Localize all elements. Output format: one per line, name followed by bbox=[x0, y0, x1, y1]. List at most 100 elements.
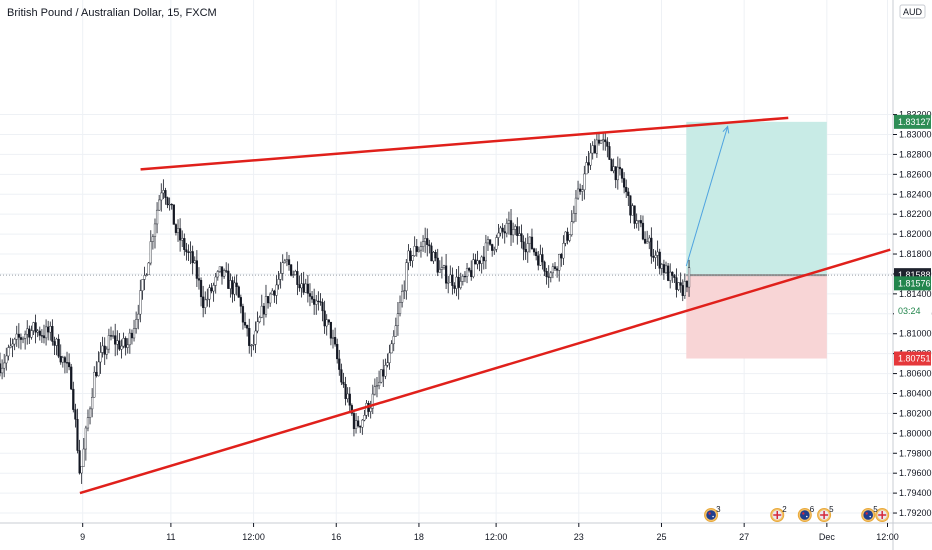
candle-body bbox=[658, 251, 661, 269]
candle-body bbox=[304, 283, 307, 293]
candle-body bbox=[371, 393, 374, 409]
candle-body bbox=[660, 264, 663, 269]
candle-body bbox=[233, 282, 236, 295]
candle-body bbox=[524, 248, 527, 253]
candle-body bbox=[290, 264, 293, 276]
candle-body bbox=[302, 283, 305, 293]
candle-body bbox=[623, 178, 626, 188]
candle-body bbox=[499, 227, 502, 234]
candle-body bbox=[614, 166, 617, 181]
candle-body bbox=[424, 238, 427, 242]
event-marker[interactable]: 3 bbox=[704, 505, 722, 522]
candle-body bbox=[620, 168, 624, 179]
candle-body bbox=[252, 344, 255, 346]
profit-zone[interactable] bbox=[686, 121, 827, 276]
candle-body bbox=[589, 152, 592, 166]
candle-body bbox=[501, 227, 504, 232]
candle-body bbox=[153, 223, 157, 237]
candle-body bbox=[673, 275, 676, 278]
economic-events[interactable]: 3 2 6 5 5 bbox=[704, 505, 890, 522]
candle-body bbox=[602, 139, 605, 141]
candle-body bbox=[220, 266, 224, 277]
candle-body bbox=[509, 220, 513, 236]
candle-body bbox=[32, 322, 35, 331]
candle-body bbox=[419, 246, 423, 251]
candle-body bbox=[373, 386, 376, 395]
event-marker[interactable]: 6 bbox=[797, 505, 815, 522]
candle-body bbox=[553, 266, 557, 269]
event-count: 6 bbox=[810, 505, 815, 514]
candle-body bbox=[179, 228, 182, 241]
candle-body bbox=[671, 271, 674, 276]
countdown-badge: 03:24 bbox=[894, 303, 931, 318]
candle-body bbox=[283, 260, 286, 263]
x-tick-label: 12:00 bbox=[876, 532, 899, 542]
candle-body bbox=[428, 244, 431, 247]
candle-body bbox=[388, 352, 391, 363]
candle-body bbox=[627, 191, 630, 196]
time-axis[interactable] bbox=[0, 523, 932, 550]
candle-body bbox=[591, 145, 594, 154]
candle-body bbox=[72, 388, 75, 410]
candle-body bbox=[484, 242, 487, 262]
candle-body bbox=[36, 330, 39, 333]
y-tick-label: 1.79800 bbox=[899, 448, 932, 458]
candle-body bbox=[197, 278, 201, 281]
y-tick-label: 1.80400 bbox=[899, 388, 932, 398]
candle-body bbox=[0, 363, 2, 374]
candle-body bbox=[99, 352, 102, 363]
candle-body bbox=[669, 271, 672, 281]
target-arrow[interactable] bbox=[685, 126, 729, 267]
candle-body bbox=[599, 140, 603, 144]
candle-body bbox=[629, 195, 632, 216]
target-arrow-head bbox=[722, 125, 730, 134]
target-price-badge: 1.83127 bbox=[894, 114, 931, 129]
flag-union bbox=[708, 512, 711, 515]
candle-body bbox=[618, 166, 622, 170]
candle-body bbox=[505, 223, 508, 234]
candle-body bbox=[189, 251, 192, 253]
candle-body bbox=[363, 415, 366, 421]
candle-body bbox=[21, 338, 25, 340]
candle-body bbox=[254, 330, 257, 345]
flag-star bbox=[869, 515, 871, 518]
candle-body bbox=[137, 313, 140, 320]
currency-label[interactable]: AUD bbox=[899, 4, 926, 19]
candle-body bbox=[101, 345, 104, 353]
event-marker[interactable]: 5 bbox=[861, 505, 890, 522]
candle-body bbox=[564, 231, 567, 244]
x-tick-label: 27 bbox=[739, 532, 749, 542]
event-marker[interactable]: 2 bbox=[770, 505, 788, 522]
candle-body bbox=[132, 328, 136, 339]
candle-body bbox=[468, 268, 471, 271]
candle-body bbox=[357, 420, 360, 427]
candle-body bbox=[147, 262, 150, 276]
candle-body bbox=[447, 282, 450, 284]
candle-body bbox=[503, 231, 506, 234]
candle-body bbox=[30, 330, 33, 338]
lower-trendline[interactable] bbox=[79, 248, 891, 495]
candle-body bbox=[449, 274, 452, 283]
candle-body bbox=[409, 250, 412, 261]
candle-body bbox=[57, 338, 60, 357]
candle-body bbox=[346, 393, 349, 399]
trendlines[interactable] bbox=[79, 116, 891, 495]
candle-body bbox=[262, 305, 265, 315]
x-tick-label: 9 bbox=[80, 532, 85, 542]
candle-body bbox=[172, 204, 175, 225]
upper-trendline[interactable] bbox=[140, 116, 789, 171]
event-marker[interactable]: 5 bbox=[817, 505, 835, 522]
candle-body bbox=[331, 337, 335, 339]
y-tick-label: 1.83200 bbox=[899, 110, 932, 120]
candle-body bbox=[168, 203, 171, 206]
candle-body bbox=[608, 146, 611, 160]
candle-body bbox=[459, 281, 462, 288]
candle-body bbox=[70, 366, 73, 390]
candle-body bbox=[174, 224, 178, 233]
x-tick-label: 12:00 bbox=[485, 532, 508, 542]
candle-body bbox=[583, 173, 586, 191]
loss-zone[interactable] bbox=[686, 275, 827, 359]
target-price-badge-text: 1.83127 bbox=[898, 117, 931, 127]
candle-body bbox=[28, 328, 31, 338]
